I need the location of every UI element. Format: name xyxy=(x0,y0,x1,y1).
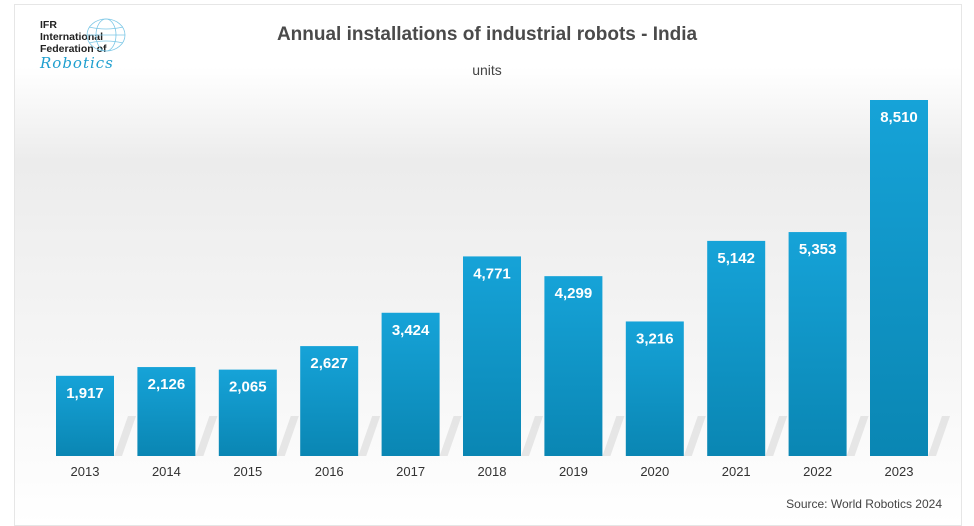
x-tick-label: 2023 xyxy=(885,464,914,479)
bar-shadow xyxy=(276,416,299,456)
bar-value-label: 2,627 xyxy=(310,355,348,372)
bar-shadow xyxy=(439,416,462,456)
bar-value-label: 5,142 xyxy=(717,250,755,267)
logo-text-ifr: IFR xyxy=(40,19,57,31)
bar-2020 xyxy=(625,321,684,456)
bar-value-label: 4,771 xyxy=(473,265,511,282)
bar-2016 xyxy=(300,346,359,456)
bar-shadow xyxy=(928,416,950,456)
bar-2021 xyxy=(707,240,766,456)
chart-title: Annual installations of industrial robot… xyxy=(276,24,698,45)
bar-2018 xyxy=(463,256,521,456)
bar-value-label: 1,917 xyxy=(66,385,104,402)
bar-2022 xyxy=(788,232,847,456)
x-tick-label: 2022 xyxy=(803,464,832,479)
x-tick-label: 2015 xyxy=(233,464,262,479)
bars-layer: 1,917 2013 2,126 2014 2,065 2015 2,627 2016 3,42… xyxy=(56,100,950,479)
bar-2014 xyxy=(137,367,196,456)
bar-2013 xyxy=(56,375,114,456)
bar-shadow xyxy=(602,416,625,456)
bar-shadow xyxy=(358,416,381,456)
bar-value-label: 2,126 xyxy=(148,376,186,393)
bar-2017 xyxy=(381,312,440,456)
bar-shadow xyxy=(846,416,869,456)
x-tick-label: 2017 xyxy=(396,464,425,479)
bar-shadow xyxy=(521,416,543,456)
ifr-logo: IFR International Federation of Robotics xyxy=(40,18,150,79)
bar-value-label: 2,065 xyxy=(229,379,267,396)
bar-shadow xyxy=(195,416,218,456)
bar-2015 xyxy=(218,369,277,456)
bar-value-label: 4,299 xyxy=(555,285,593,302)
bar-shadow xyxy=(683,416,706,456)
x-tick-label: 2018 xyxy=(478,464,507,479)
source-note: Source: World Robotics 2024 xyxy=(786,497,942,511)
x-tick-label: 2014 xyxy=(152,464,181,479)
bar-value-label: 8,510 xyxy=(880,109,918,126)
bar-value-label: 3,216 xyxy=(636,330,674,347)
logo-text-federation: Federation of xyxy=(40,43,107,55)
bar-2019 xyxy=(544,276,603,456)
x-tick-label: 2021 xyxy=(722,464,751,479)
x-tick-label: 2013 xyxy=(71,464,100,479)
bar-shadow xyxy=(765,416,788,456)
x-tick-label: 2016 xyxy=(315,464,344,479)
globe-icon xyxy=(86,18,126,52)
bar-2023 xyxy=(870,100,928,456)
bar-value-label: 5,353 xyxy=(799,241,837,258)
bar-shadow xyxy=(114,416,136,456)
chart-subtitle: units xyxy=(472,62,502,78)
bar-value-label: 3,424 xyxy=(392,322,430,339)
x-tick-label: 2020 xyxy=(640,464,669,479)
x-tick-label: 2019 xyxy=(559,464,588,479)
logo-text-robotics: Robotics xyxy=(40,54,114,72)
